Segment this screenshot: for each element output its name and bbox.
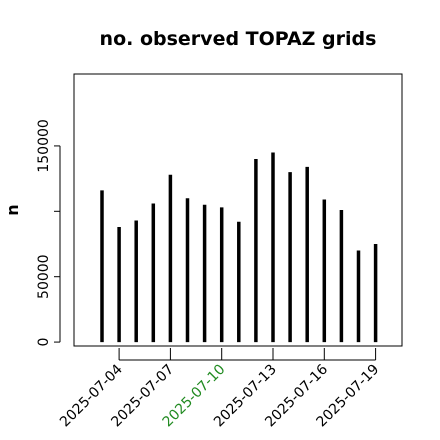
bars xyxy=(100,152,378,343)
x-axis: 2025-07-042025-07-072025-07-102025-07-13… xyxy=(57,348,382,430)
y-tick-label: 0 xyxy=(36,338,52,347)
y-axis: 0 50000 150000 xyxy=(36,119,61,347)
y-axis-label: n xyxy=(3,204,22,215)
y-tick-label: 150000 xyxy=(36,119,52,172)
chart-title: no. observed TOPAZ grids xyxy=(100,28,377,50)
y-tick-label: 50000 xyxy=(36,254,52,299)
plot-box xyxy=(73,73,403,347)
